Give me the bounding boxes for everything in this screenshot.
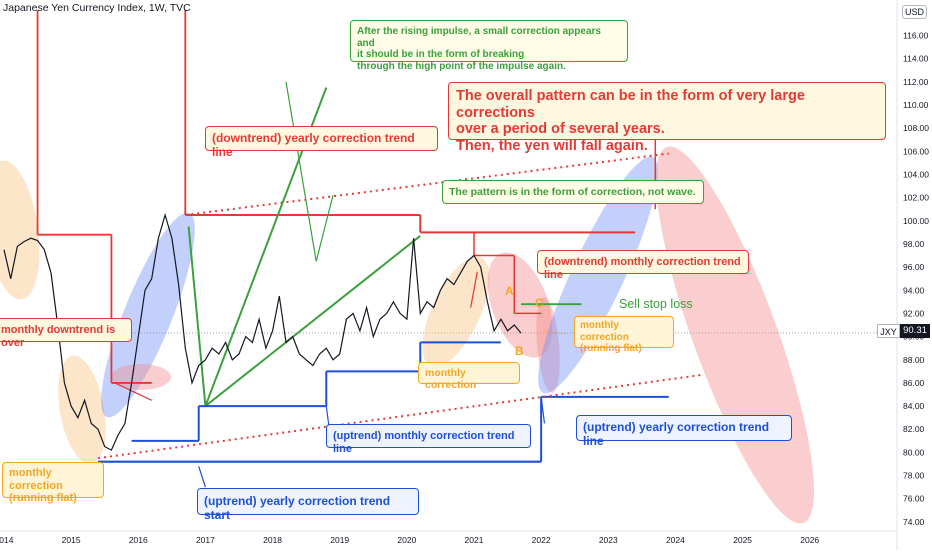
y-tick-label: 116.00: [903, 30, 929, 40]
ellipse-red-small: [536, 297, 560, 393]
orange-pointer-right: [544, 330, 569, 335]
x-tick-label: 2021: [465, 535, 484, 545]
chart-title: Japanese Yen Currency Index, 1W, TVC: [3, 2, 191, 14]
label-sell-stop: Sell stop loss: [619, 297, 693, 311]
y-tick-label: 96.00: [903, 262, 925, 272]
y-tick-label: 92.00: [903, 308, 925, 318]
x-tick-label: 2014: [0, 535, 14, 545]
y-tick-label: 104.00: [903, 169, 929, 179]
y-tick-label: 86.00: [903, 378, 925, 388]
x-tick-label: 2022: [532, 535, 551, 545]
note-uptrend-monthly: (uptrend) monthly correction trend line: [326, 424, 531, 455]
price-tag-value: 90.31: [900, 324, 930, 338]
x-tick-label: 2025: [733, 535, 752, 545]
x-tick-label: 2016: [129, 535, 148, 545]
ellipse-orange-left-top: [0, 160, 40, 300]
wave-label-c: C: [535, 296, 544, 310]
price-axis-bg: [897, 0, 932, 550]
x-tick-label: 2023: [599, 535, 618, 545]
blue-pointer-start: [198, 466, 206, 488]
y-tick-label: 108.00: [903, 123, 929, 133]
note-monthly-correction-left: monthly correction (running flat): [2, 462, 104, 504]
y-tick-label: 88.00: [903, 355, 925, 365]
y-tick-label: 102.00: [903, 193, 929, 203]
green-correction-leg: [187, 226, 207, 407]
note-pattern: The pattern is in the form of correction…: [442, 180, 704, 204]
y-tick-label: 82.00: [903, 424, 925, 434]
note-overall-pattern: The overall pattern can be in the form o…: [448, 82, 886, 154]
green-pointer-2: [285, 81, 317, 262]
price-series-line: [3, 212, 522, 451]
ellipse-blue-impulse: [101, 212, 195, 418]
y-tick-label: 76.00: [903, 494, 925, 504]
currency-badge[interactable]: USD: [902, 5, 928, 19]
green-pointer-1: [315, 195, 334, 262]
note-uptrend-yearly: (uptrend) yearly correction trend line: [576, 415, 792, 448]
x-tick-label: 2019: [330, 535, 349, 545]
ellipse-red-pivot: [111, 364, 171, 390]
ellipse-blue-rise: [538, 156, 658, 394]
note-impulse: After the rising impulse, a small correc…: [350, 20, 628, 72]
red-pointer-pivot: [114, 382, 152, 401]
x-tick-label: 2018: [263, 535, 282, 545]
note-monthly-downtrend-over: monthly downtrend is over: [0, 318, 132, 349]
note-monthly-downtrend-line: (downtrend) monthly correction trend lin…: [537, 250, 749, 281]
y-tick-label: 98.00: [903, 239, 925, 249]
y-tick-label: 94.00: [903, 285, 925, 295]
y-tick-label: 110.00: [903, 100, 929, 110]
wave-label-a: A: [505, 284, 514, 298]
y-tick-label: 114.00: [903, 54, 929, 64]
y-tick-label: 74.00: [903, 517, 925, 527]
note-monthly-correction-right: monthly correction (running flat): [574, 316, 674, 354]
x-tick-label: 2020: [397, 535, 416, 545]
y-tick-label: 106.00: [903, 146, 929, 156]
red-pointer-monthly: [470, 271, 478, 308]
y-tick-label: 112.00: [903, 77, 929, 87]
note-uptrend-yearly-start: (uptrend) yearly correction trend start: [197, 488, 419, 522]
x-tick-label: 2015: [62, 535, 81, 545]
ellipse-orange-mid: [422, 256, 490, 368]
note-monthly-correction-mid: monthly correction: [418, 362, 520, 391]
note-yearly-downtrend: (downtrend) yearly correction trend line: [205, 126, 438, 159]
ellipse-orange-left: [58, 355, 106, 465]
x-tick-label: 2026: [800, 535, 819, 545]
green-pattern-line: [204, 235, 421, 407]
x-tick-label: 2017: [196, 535, 215, 545]
blue-pointer-yearly: [540, 396, 546, 424]
y-tick-label: 100.00: [903, 216, 929, 226]
y-tick-label: 80.00: [903, 447, 925, 457]
ellipse-red-drop: [487, 252, 553, 358]
x-tick-label: 2024: [666, 535, 685, 545]
wave-label-b: B: [515, 344, 524, 358]
y-tick-label: 84.00: [903, 401, 925, 411]
price-tag-symbol: JXY: [877, 324, 900, 338]
y-tick-label: 78.00: [903, 471, 925, 481]
